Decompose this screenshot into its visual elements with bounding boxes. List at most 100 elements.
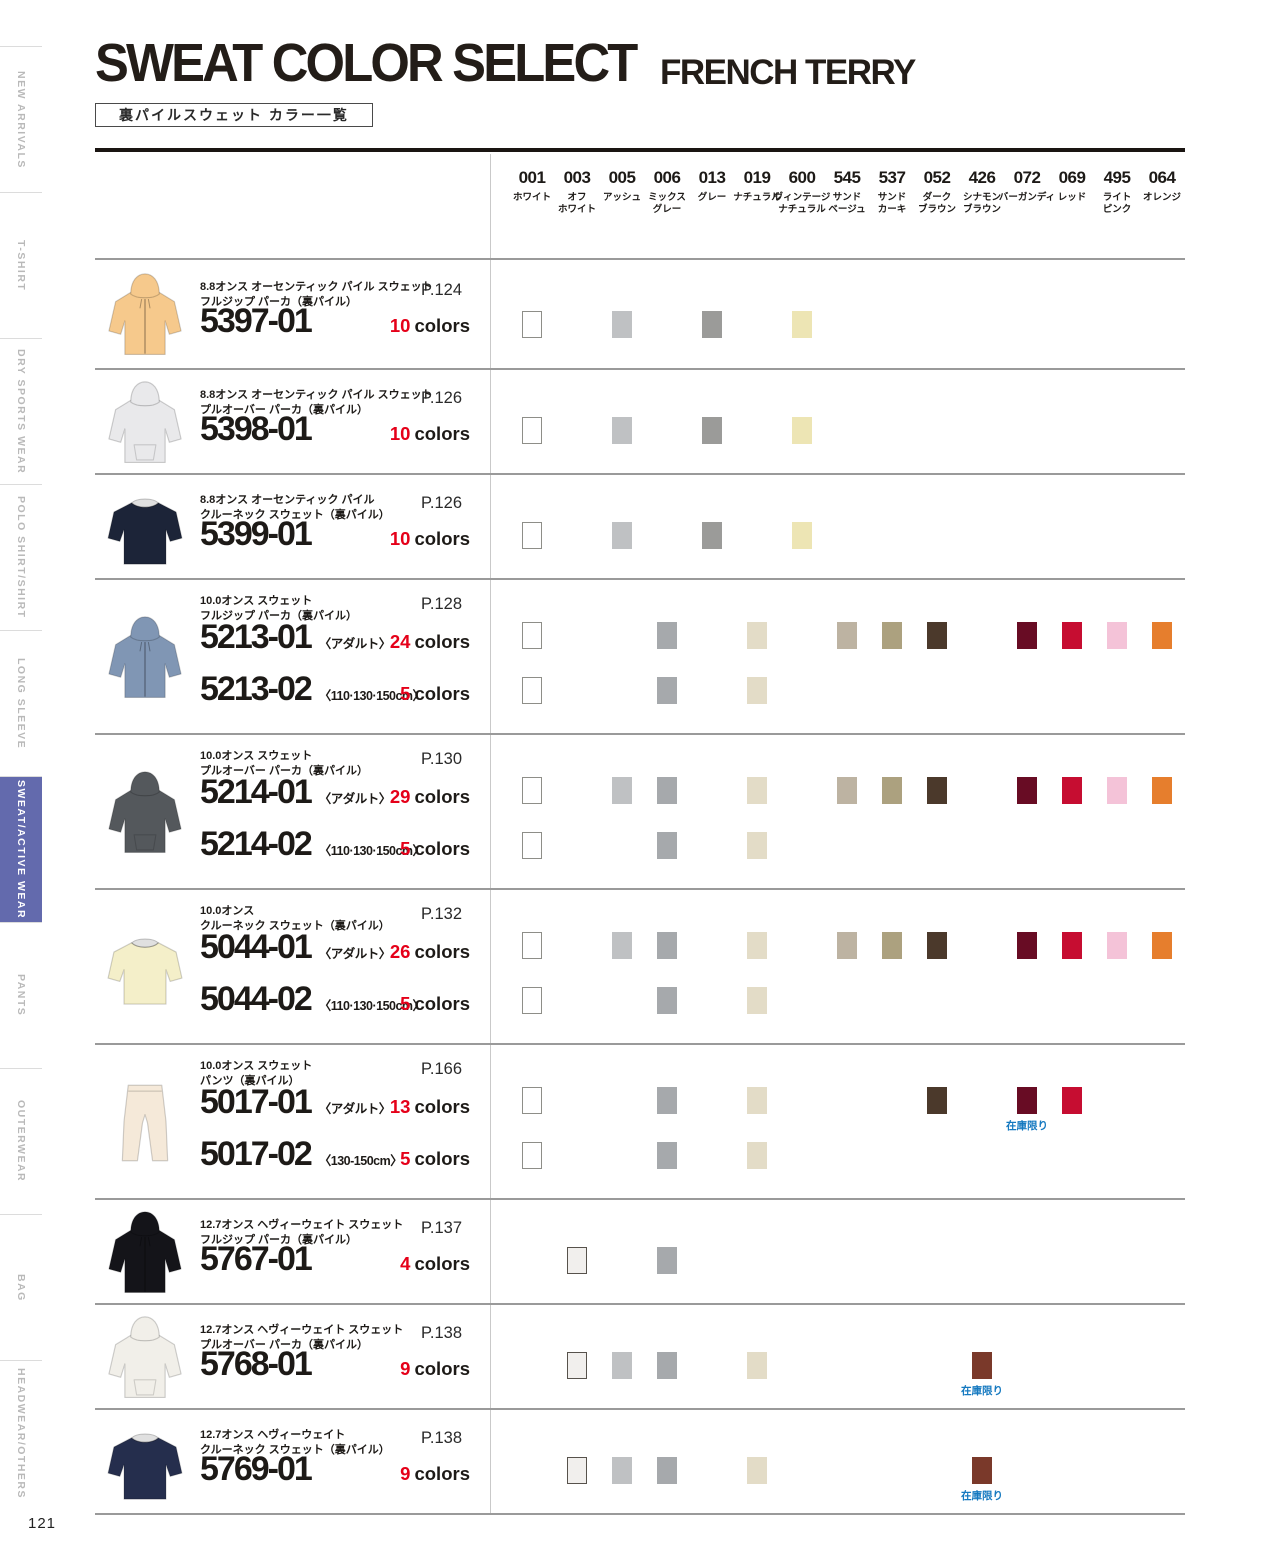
- color-swatch-001: [522, 1142, 542, 1169]
- stock-limited-note: 在庫限り: [1006, 1120, 1048, 1132]
- product-code: 5044-01: [200, 928, 313, 966]
- color-code: 545: [833, 168, 861, 187]
- color-name-line: サンド: [832, 192, 862, 203]
- sidebar-tab-sweat-active-wear: SWEAT/ACTIVE WEAR: [0, 776, 42, 922]
- sidebar-tab-bag: BAG: [0, 1214, 42, 1360]
- product-photo: [103, 481, 187, 580]
- color-count: 10 colors: [389, 528, 470, 549]
- color-swatch-600: [792, 522, 812, 549]
- product-description: 8.8オンス オーセンティック パイル クルーネック スウェット（裏パイル）: [200, 493, 390, 523]
- product-code: 5214-02: [200, 825, 313, 863]
- product-description-line: 8.8オンス オーセンティック パイル スウェット: [200, 389, 433, 401]
- product-code: 5768-01: [200, 1345, 313, 1383]
- product-description: 12.7オンス ヘヴィーウェイト クルーネック スウェット（裏パイル）: [200, 1428, 390, 1458]
- color-swatch-001: [522, 677, 542, 704]
- product-code-line: 5017-01 〈アダルト〉: [200, 1083, 391, 1122]
- color-swatch-019: [747, 1087, 767, 1114]
- product-code-line: 5398-01: [200, 410, 313, 449]
- size-note: 〈110·130·150cm〉: [318, 689, 425, 703]
- product-description-line: 12.7オンス ヘヴィーウェイト: [200, 1429, 346, 1441]
- product-description: 12.7オンス ヘヴィーウェイト スウェット フルジップ パーカ（裏パイル）: [200, 1218, 403, 1248]
- color-swatch-001: [522, 417, 542, 444]
- color-name-line: サンド: [877, 192, 907, 203]
- table-vertical-divider: [490, 154, 491, 1514]
- sidebar-tab-label: OUTERWEAR: [15, 1100, 27, 1183]
- color-swatch-019: [747, 932, 767, 959]
- product-description-line: 12.7オンス ヘヴィーウェイト スウェット: [200, 1324, 404, 1336]
- product-code: 5769-01: [200, 1450, 313, 1488]
- sidebar-tab-polo-shirt-shirt: POLO SHIRT/SHIRT: [0, 484, 42, 630]
- page-reference: P.126: [421, 389, 462, 407]
- product-description-line: 10.0オンス スウェット: [200, 750, 313, 762]
- color-swatch-537: [882, 622, 902, 649]
- color-count-number: 5: [400, 993, 411, 1014]
- color-swatch-019: [747, 777, 767, 804]
- sidebar-tab-label: DRY SPORTS WEAR: [15, 348, 27, 475]
- sidebar-tab-label: BAG: [15, 1273, 27, 1302]
- color-count: 5 colors: [400, 1148, 470, 1169]
- page-reference: P.126: [421, 494, 462, 512]
- color-code: 005: [608, 168, 636, 187]
- color-swatch-001: [522, 1087, 542, 1114]
- column-header-006: 006 ミックス グレー: [635, 168, 699, 215]
- product-row: 12.7オンス ヘヴィーウェイト スウェット プルオーバー パーカ（裏パイル） P.…: [95, 1305, 1185, 1410]
- stock-limited-note: 在庫限り: [961, 1385, 1003, 1397]
- color-swatch-495: [1107, 777, 1127, 804]
- color-swatch-019: [747, 1352, 767, 1379]
- color-swatch-537: [882, 932, 902, 959]
- column-header-001: 001 ホワイト: [500, 168, 564, 204]
- sidebar-tab-t-shirt: T-SHIRT: [0, 192, 42, 338]
- product-photo: [103, 611, 187, 710]
- color-name: シナモン ブラウン: [950, 192, 1014, 215]
- color-swatch-013: [702, 311, 722, 338]
- sidebar-tab-label: PANTS: [15, 974, 27, 1017]
- color-name-line: オフ: [567, 192, 587, 203]
- product-description: 8.8オンス オーセンティック パイル スウェット プルオーバー パーカ（裏パイル…: [200, 388, 433, 418]
- color-swatch-005: [612, 932, 632, 959]
- column-header-495: 495 ライト ピンク: [1085, 168, 1149, 215]
- color-name: ヴィンテージ ナチュラル: [770, 192, 834, 215]
- product-description-line: フルジップ パーカ（裏パイル）: [200, 609, 358, 622]
- color-swatch-006: [657, 777, 677, 804]
- color-name: アッシュ: [590, 192, 654, 204]
- color-name: サンド カーキ: [860, 192, 924, 215]
- product-description-line: 10.0オンス: [200, 905, 255, 917]
- color-swatch-495: [1107, 622, 1127, 649]
- color-swatch-600: [792, 417, 812, 444]
- size-note: 〈アダルト〉: [318, 1102, 392, 1116]
- color-swatch-001: [522, 932, 542, 959]
- color-code: 064: [1148, 168, 1176, 187]
- product-description-line: パンツ（裏パイル）: [200, 1074, 300, 1087]
- color-count-number: 5: [400, 1148, 411, 1169]
- product-row: 8.8オンス オーセンティック パイル スウェット フルジップ パーカ（裏パイル）…: [95, 260, 1185, 370]
- color-count: 13 colors: [389, 1096, 470, 1117]
- size-note: 〈110·130·150cm〉: [318, 844, 425, 858]
- product-code-line: 5213-02 〈110·130·150cm〉: [200, 670, 425, 709]
- product-photo: [103, 921, 187, 1020]
- color-count: 10 colors: [389, 423, 470, 444]
- color-name-line: ホワイト: [557, 203, 596, 215]
- page-reference: P.138: [421, 1429, 462, 1447]
- color-swatch-006: [657, 832, 677, 859]
- color-swatch-426: [972, 1352, 992, 1379]
- sidebar-tab-label: SWEAT/ACTIVE WEAR: [15, 779, 27, 920]
- color-name: サンド ベージュ: [815, 192, 879, 215]
- sidebar-tab-headwear-others: HEADWEAR/OTHERS: [0, 1360, 42, 1506]
- size-note: 〈アダルト〉: [318, 947, 392, 961]
- page-reference: P.137: [421, 1219, 462, 1237]
- product-code: 5017-01: [200, 1083, 313, 1121]
- product-description: 10.0オンス クルーネック スウェット（裏パイル）: [200, 904, 390, 934]
- color-name-line: ヴィンテージ: [773, 192, 831, 203]
- product-description-line: フルジップ パーカ（裏パイル）: [200, 295, 358, 308]
- sidebar-tab-dry-sports-wear: DRY SPORTS WEAR: [0, 338, 42, 484]
- color-code: 001: [518, 168, 546, 187]
- page-reference: P.124: [421, 281, 462, 299]
- color-count: 9 colors: [400, 1463, 470, 1484]
- column-header-069: 069 レッド: [1040, 168, 1104, 204]
- sidebar-tab-label: NEW ARRIVALS: [15, 70, 27, 169]
- color-swatch-005: [612, 417, 632, 444]
- color-name-line: ホワイト: [512, 192, 551, 203]
- color-count-number: 5: [400, 838, 411, 859]
- product-description-line: プルオーバー パーカ（裏パイル）: [200, 1338, 368, 1351]
- color-count: 5 colors: [400, 683, 470, 704]
